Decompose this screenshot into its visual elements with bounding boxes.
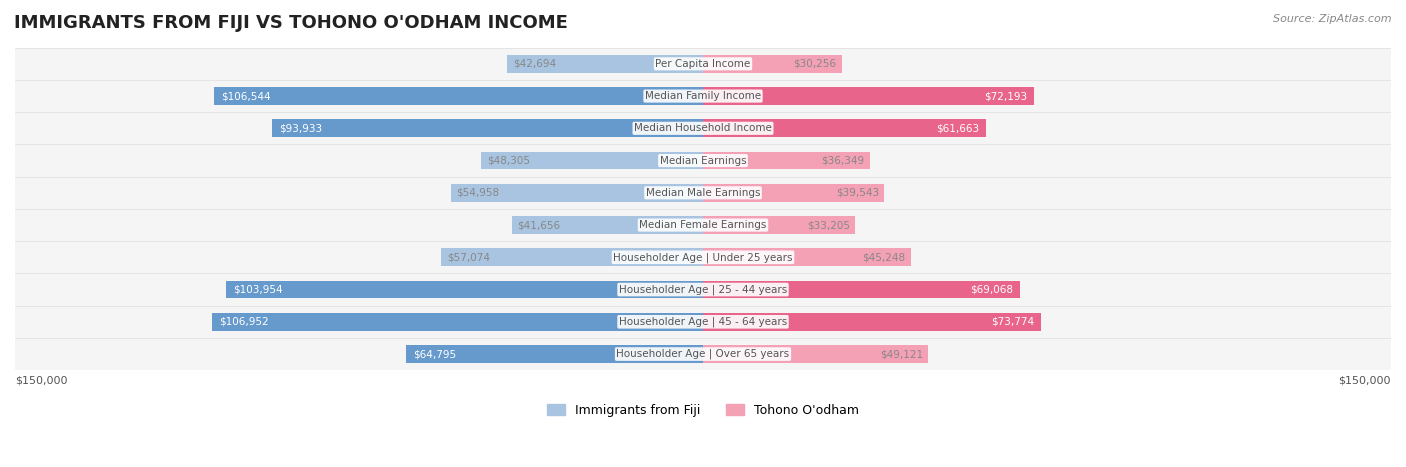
Bar [703,313,1042,331]
Text: $64,795: $64,795 [413,349,456,359]
Bar [406,345,703,363]
Bar [481,152,703,170]
Bar [273,120,703,137]
Text: Householder Age | 45 - 64 years: Householder Age | 45 - 64 years [619,317,787,327]
Text: Householder Age | Over 65 years: Householder Age | Over 65 years [616,349,790,359]
Bar [703,345,928,363]
Text: $150,000: $150,000 [15,375,67,385]
FancyBboxPatch shape [15,48,1391,80]
Text: $93,933: $93,933 [278,123,322,133]
Text: Median Household Income: Median Household Income [634,123,772,133]
FancyBboxPatch shape [15,209,1391,241]
Bar [441,248,703,266]
Text: Source: ZipAtlas.com: Source: ZipAtlas.com [1274,14,1392,24]
Text: $39,543: $39,543 [835,188,879,198]
FancyBboxPatch shape [15,274,1391,306]
Text: Per Capita Income: Per Capita Income [655,59,751,69]
FancyBboxPatch shape [15,80,1391,112]
Text: $72,193: $72,193 [984,91,1028,101]
Text: Householder Age | Under 25 years: Householder Age | Under 25 years [613,252,793,262]
FancyBboxPatch shape [15,177,1391,209]
Bar [451,184,703,202]
Bar [703,184,884,202]
Bar [226,281,703,298]
Bar [512,216,703,234]
Legend: Immigrants from Fiji, Tohono O'odham: Immigrants from Fiji, Tohono O'odham [541,399,865,422]
FancyBboxPatch shape [15,112,1391,144]
Bar [214,87,703,105]
Bar [703,87,1035,105]
Text: $106,544: $106,544 [221,91,271,101]
Bar [508,55,703,73]
Text: $69,068: $69,068 [970,284,1012,295]
Text: $150,000: $150,000 [1339,375,1391,385]
Text: $57,074: $57,074 [447,252,489,262]
FancyBboxPatch shape [15,338,1391,370]
Text: IMMIGRANTS FROM FIJI VS TOHONO O'ODHAM INCOME: IMMIGRANTS FROM FIJI VS TOHONO O'ODHAM I… [14,14,568,32]
Text: $73,774: $73,774 [991,317,1035,327]
Text: Median Earnings: Median Earnings [659,156,747,166]
Text: $30,256: $30,256 [793,59,837,69]
Text: $103,954: $103,954 [233,284,283,295]
Text: Median Female Earnings: Median Female Earnings [640,220,766,230]
FancyBboxPatch shape [15,241,1391,274]
Text: $48,305: $48,305 [486,156,530,166]
Bar [703,248,911,266]
Text: $41,656: $41,656 [517,220,561,230]
Text: $33,205: $33,205 [807,220,849,230]
FancyBboxPatch shape [15,306,1391,338]
FancyBboxPatch shape [15,144,1391,177]
Bar [703,216,855,234]
Text: $54,958: $54,958 [457,188,499,198]
Bar [212,313,703,331]
Text: $45,248: $45,248 [862,252,905,262]
Text: Median Male Earnings: Median Male Earnings [645,188,761,198]
Text: $106,952: $106,952 [219,317,269,327]
Text: Median Family Income: Median Family Income [645,91,761,101]
Bar [703,55,842,73]
Text: Householder Age | 25 - 44 years: Householder Age | 25 - 44 years [619,284,787,295]
Text: $49,121: $49,121 [880,349,922,359]
Text: $42,694: $42,694 [513,59,555,69]
Bar [703,152,870,170]
Bar [703,120,986,137]
Text: $36,349: $36,349 [821,156,865,166]
Text: $61,663: $61,663 [936,123,979,133]
Bar [703,281,1019,298]
